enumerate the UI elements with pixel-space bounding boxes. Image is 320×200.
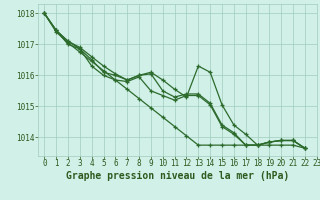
X-axis label: Graphe pression niveau de la mer (hPa): Graphe pression niveau de la mer (hPa): [66, 171, 289, 181]
